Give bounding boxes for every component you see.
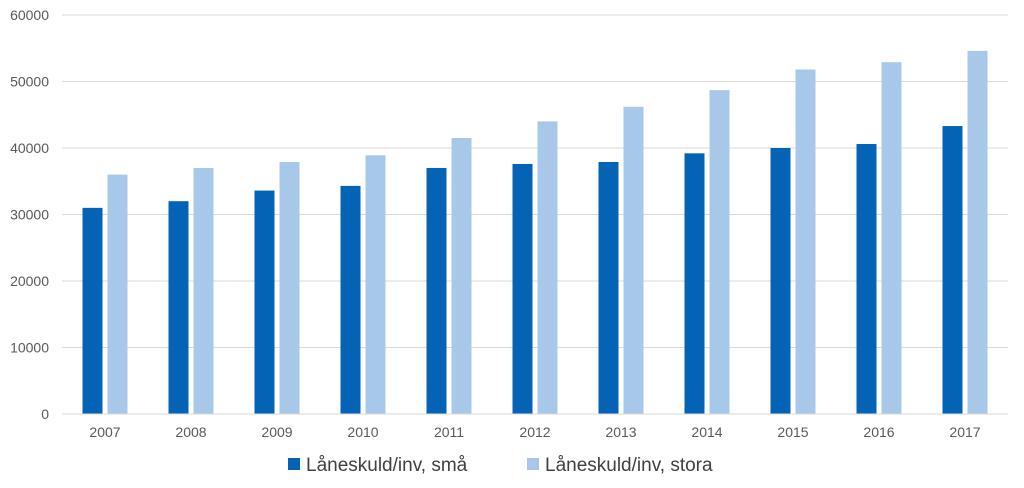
x-tick-label: 2010: [347, 424, 378, 440]
x-tick-label: 2008: [175, 424, 206, 440]
bar-stora-2015: [795, 69, 816, 414]
legend: Låneskuld/inv, små Låneskuld/inv, stora: [288, 455, 713, 476]
x-axis-tick-labels: 2007 2008 2009 2010 2011 2012 2013 2014 2015 2016…: [89, 424, 980, 440]
x-tick-label: 2007: [89, 424, 120, 440]
bar-stora-2010: [365, 155, 386, 414]
legend-swatch: [288, 458, 300, 470]
bar-stora-2009: [279, 161, 300, 414]
y-tick-label: 40000: [10, 140, 49, 156]
bar-stora-2014: [709, 90, 730, 415]
legend-label: Låneskuld/inv, stora: [545, 455, 713, 476]
x-tick-label: 2014: [691, 424, 722, 440]
x-tick-label: 2012: [519, 424, 550, 440]
bar-sma-2015: [770, 148, 791, 414]
legend-swatch: [527, 458, 539, 470]
bar-sma-2009: [254, 190, 275, 414]
bar-sma-2007: [82, 207, 103, 414]
y-tick-label: 10000: [10, 340, 49, 356]
bar-stora-2016: [881, 62, 902, 415]
gridlines: [62, 14, 1008, 348]
bar-sma-2016: [856, 144, 877, 414]
bar-stora-2017: [967, 50, 988, 414]
bar-stora-2008: [193, 167, 214, 414]
y-tick-label: 60000: [10, 7, 49, 23]
x-tick-label: 2009: [261, 424, 292, 440]
bar-stora-2013: [623, 106, 644, 415]
y-tick-label: 20000: [10, 273, 49, 289]
bar-stora-2007: [107, 174, 128, 414]
y-tick-label: 30000: [10, 207, 49, 223]
x-tick-label: 2011: [434, 424, 464, 440]
bar-sma-2017: [942, 126, 963, 415]
y-tick-label: 50000: [10, 74, 49, 90]
y-axis-tick-labels: 0 10000 20000 30000 40000 50000 60000: [10, 7, 49, 422]
bar-sma-2008: [168, 201, 189, 414]
bar-sma-2011: [426, 167, 447, 414]
bar-sma-2014: [684, 153, 705, 414]
x-tick-label: 2013: [605, 424, 636, 440]
y-tick-label: 0: [41, 406, 49, 422]
x-tick-label: 2016: [863, 424, 894, 440]
legend-label: Låneskuld/inv, små: [306, 455, 468, 476]
bar-sma-2010: [340, 185, 361, 414]
x-tick-label: 2017: [949, 424, 980, 440]
x-tick-label: 2015: [777, 424, 808, 440]
bar-stora-2012: [537, 121, 558, 415]
bars: [82, 50, 988, 415]
bar-sma-2013: [598, 161, 619, 414]
bar-sma-2012: [512, 163, 533, 414]
bar-stora-2011: [451, 138, 472, 414]
